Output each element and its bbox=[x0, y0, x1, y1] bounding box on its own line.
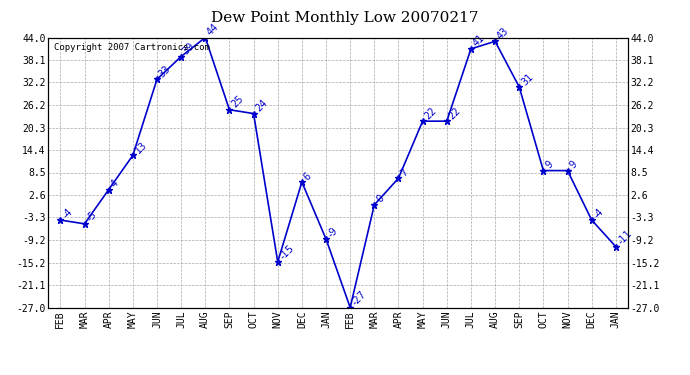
Text: -11: -11 bbox=[616, 228, 634, 247]
Text: -4: -4 bbox=[592, 206, 606, 220]
Text: -9: -9 bbox=[326, 225, 340, 239]
Text: -4: -4 bbox=[61, 206, 75, 220]
Text: 24: 24 bbox=[254, 98, 269, 114]
Text: 39: 39 bbox=[181, 41, 197, 57]
Text: 31: 31 bbox=[520, 71, 535, 87]
Text: -15: -15 bbox=[278, 244, 296, 262]
Text: 4: 4 bbox=[109, 178, 120, 190]
Text: 33: 33 bbox=[157, 64, 172, 80]
Text: -5: -5 bbox=[85, 210, 99, 224]
Text: 9: 9 bbox=[544, 159, 555, 171]
Text: 22: 22 bbox=[423, 105, 439, 121]
Text: 9: 9 bbox=[568, 159, 579, 171]
Text: 22: 22 bbox=[447, 105, 463, 121]
Text: -27: -27 bbox=[351, 289, 368, 308]
Text: 13: 13 bbox=[133, 140, 148, 155]
Text: 7: 7 bbox=[399, 167, 410, 178]
Text: 41: 41 bbox=[471, 33, 486, 49]
Text: 44: 44 bbox=[206, 22, 221, 38]
Text: 43: 43 bbox=[495, 26, 511, 41]
Text: Dew Point Monthly Low 20070217: Dew Point Monthly Low 20070217 bbox=[211, 11, 479, 25]
Text: Copyright 2007 Cartronics.com: Copyright 2007 Cartronics.com bbox=[54, 43, 210, 52]
Text: 6: 6 bbox=[302, 171, 313, 182]
Text: 0: 0 bbox=[375, 194, 386, 205]
Text: 25: 25 bbox=[230, 94, 246, 110]
